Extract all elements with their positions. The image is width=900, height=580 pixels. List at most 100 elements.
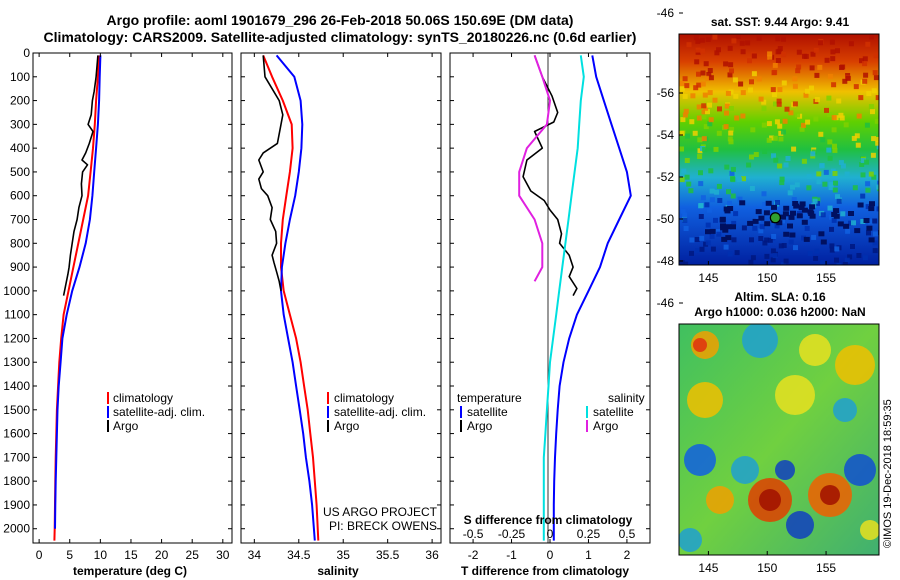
x-tick-label: 30 [216,548,230,562]
pressure-tick-label: 1900 [3,498,30,512]
x-tick-label: 10 [94,548,108,562]
sst-map-title: sat. SST: 9.44 Argo: 9.41 [711,15,850,29]
s-tick-label: -0.5 [463,527,484,541]
x-axes: 0 5 10 15 20 25 30 34 34.5 35 35.5 36 -2 -1 0 1 2 -0.5 -0.… [36,53,636,562]
figure-title-line2: Climatology: CARS2009. Satellite-adjuste… [43,29,637,45]
salinity-argo-line [257,55,284,292]
legend-label-climatology: climatology [113,391,173,405]
pressure-tick-label: 1800 [3,474,30,488]
x-tick-label: 34 [248,548,262,562]
x-tick-label: 25 [186,548,200,562]
sla-map-title-line2: Argo h1000: 0.036 h2000: NaN [694,305,865,319]
x-tick-label: -2 [468,548,479,562]
profile-lines [53,54,632,541]
differences-temperature-argo-line [522,55,578,296]
legend-label-argo: Argo [113,419,139,433]
temperature-argo-line [62,55,99,296]
pressure-axis: 0 100 200 300 400 500 600 700 800 900 1000 1100 1200… [3,46,650,536]
x-tick-label: 36 [425,548,439,562]
map-lon-label: 150 [757,271,777,285]
x-tick-label: 35.5 [376,548,400,562]
map-lat-label: -46 [657,6,675,20]
x-tick-label: 20 [155,548,169,562]
temperature-climatology-line [53,55,101,541]
map-axes: 145150155-46-48-50-52-54-56145150155-46-… [657,6,837,575]
pressure-tick-label: 1700 [3,450,30,464]
pressure-tick-label: 1500 [3,403,30,417]
pressure-tick-label: 1200 [3,331,30,345]
x-tick-label: 15 [124,548,138,562]
s-tick-label: -0.25 [498,527,526,541]
difference-panel-frame [449,52,651,544]
s-tick-label: 0 [547,527,554,541]
differences-salinity-argo-line [518,55,551,282]
map-lon-label: 155 [816,271,836,285]
legend-label-t-argo: Argo [467,419,493,433]
sla-argo-location-marker [769,212,781,224]
salinity-satellite-adj-clim--line [275,54,316,541]
pressure-tick-label: 700 [10,213,30,227]
s-tick-label: 0.5 [619,527,636,541]
credit-pi: PI: BRECK OWENS [329,519,437,533]
pressure-tick-label: 200 [10,94,30,108]
pressure-tick-label: 900 [10,260,30,274]
imos-watermark: ©IMOS 19-Dec-2018 18:59:35 [882,399,894,548]
map-lat-label: -56 [657,86,675,100]
pressure-tick-label: 300 [10,117,30,131]
sla-map-image [679,324,879,555]
salinity-climatology-line [262,55,320,541]
temperature-satellite-adj-clim--line [54,55,102,529]
pressure-tick-label: 1300 [3,355,30,369]
legend-header-salinity: salinity [608,391,645,405]
s-tick-label: 0.25 [577,527,601,541]
salinity-legend: climatology satellite-adj. clim. Argo [327,391,426,433]
sla-map-frame [678,323,880,556]
differences-salinity-satellite-line [542,55,585,541]
difference-legend: temperature satellite Argo salinity sate… [457,391,645,433]
sla-map-title-line1: Altim. SLA: 0.16 [734,290,826,304]
salinity-panel-frame [240,52,442,544]
map-lat-label: -52 [657,170,675,184]
temperature-legend: climatology satellite-adj. clim. Argo [107,391,205,433]
map-lat-label: -48 [657,254,675,268]
x-tick-label: 1 [585,548,592,562]
credit-project: US ARGO PROJECT [323,505,438,519]
map-lon-label: 145 [698,561,718,575]
x-tick-label: -1 [506,548,517,562]
pressure-tick-label: 600 [10,189,30,203]
pressure-tick-label: 800 [10,236,30,250]
salinity-axis-label: salinity [317,564,359,578]
map-lat-label: -54 [657,128,675,142]
legend-label-satellite: satellite-adj. clim. [334,405,426,419]
t-difference-axis-label: T difference from climatology [461,564,629,578]
legend-label-s-argo: Argo [593,419,619,433]
legend-label-climatology: climatology [334,391,394,405]
pressure-tick-label: 100 [10,70,30,84]
pressure-tick-label: 2000 [3,522,30,536]
sst-map-image [679,34,879,265]
x-tick-label: 0 [36,548,43,562]
legend-header-temperature: temperature [457,391,522,405]
differences-temperature-satellite-line [552,55,632,541]
sst-map-frame [678,33,880,266]
pressure-tick-label: 1000 [3,284,30,298]
figure-title-line1: Argo profile: aoml 1901679_296 26-Feb-20… [106,12,574,28]
map-lon-label: 150 [757,561,777,575]
map-lat-label: -46 [657,296,675,310]
legend-label-t-satellite: satellite [467,405,508,419]
pressure-tick-label: 1600 [3,427,30,441]
s-difference-axis-label: S difference from climatology [464,513,633,527]
pressure-tick-label: 1400 [3,379,30,393]
pressure-tick-label: 400 [10,141,30,155]
pressure-tick-label: 1100 [4,308,30,322]
x-tick-label: 34.5 [287,548,311,562]
legend-label-argo: Argo [334,419,360,433]
pressure-tick-label: 0 [23,46,30,60]
map-lat-label: -50 [657,212,675,226]
temperature-panel-frame [32,52,233,544]
map-lon-label: 145 [698,271,718,285]
x-tick-label: 2 [624,548,631,562]
x-tick-label: 5 [66,548,73,562]
pressure-tick-label: 500 [10,165,30,179]
